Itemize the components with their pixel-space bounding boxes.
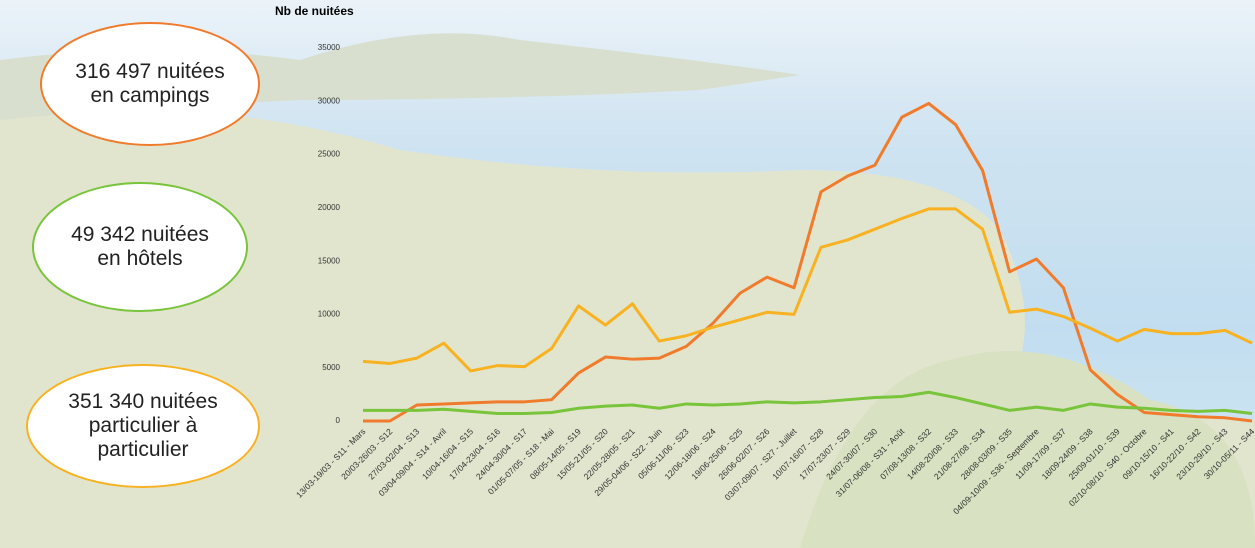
y-tick-label: 0 (336, 416, 341, 425)
chart-title: Nb de nuitées (275, 4, 354, 18)
y-tick-label: 5000 (322, 363, 340, 372)
trees (800, 351, 1255, 548)
series-line (362, 207, 1253, 373)
y-tick-label: 25000 (318, 150, 341, 159)
y-tick-label: 20000 (318, 203, 341, 212)
series-line (363, 101, 1253, 423)
y-tick-label: 10000 (318, 310, 341, 319)
y-tick-label: 15000 (318, 256, 341, 265)
y-tick-label: 35000 (318, 43, 341, 52)
annotation: 49 342 nuitées en hôtels (32, 182, 248, 312)
y-tick-label: 30000 (318, 96, 341, 105)
annotation: 351 340 nuitées particulier à particulie… (26, 364, 260, 488)
annotation: 316 497 nuitées en campings (40, 22, 260, 146)
series-line (363, 390, 1253, 416)
